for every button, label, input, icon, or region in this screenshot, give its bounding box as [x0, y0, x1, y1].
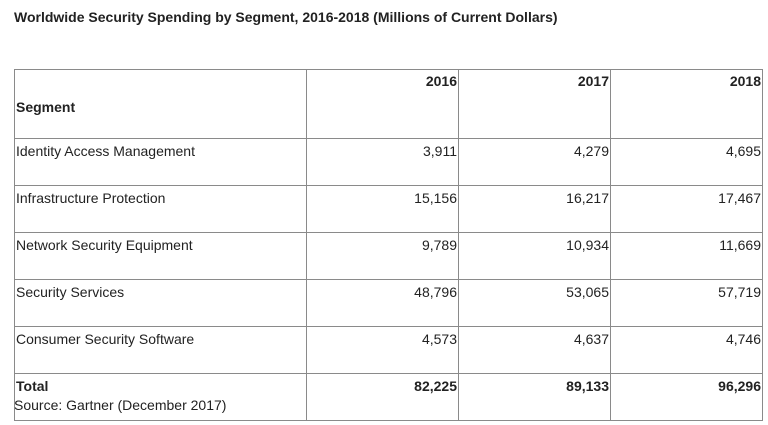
segment-cell: Total [14, 373, 307, 421]
value-cell: 96,296 [610, 373, 763, 421]
header-2016: 2016 [306, 69, 459, 139]
segment-cell: Consumer Security Software [14, 326, 307, 374]
spending-table: Segment 2016 2017 2018 Identity Access M… [14, 69, 763, 421]
table-row: Consumer Security Software 4,573 4,637 4,74… [14, 326, 763, 374]
segment-cell: Infrastructure Protection [14, 185, 307, 233]
value-cell: 4,695 [610, 138, 763, 186]
header-2017: 2017 [458, 69, 611, 139]
header-segment: Segment [14, 69, 307, 139]
value-cell: 57,719 [610, 279, 763, 327]
value-cell: 48,796 [306, 279, 459, 327]
value-cell: 89,133 [458, 373, 611, 421]
value-cell: 17,467 [610, 185, 763, 233]
table-row: Security Services 48,796 53,065 57,719 [14, 279, 763, 327]
segment-cell: Identity Access Management [14, 138, 307, 186]
value-cell: 15,156 [306, 185, 459, 233]
value-cell: 16,217 [458, 185, 611, 233]
source-note: Source: Gartner (December 2017) [14, 397, 227, 413]
value-cell: 11,669 [610, 232, 763, 280]
value-cell: 4,746 [610, 326, 763, 374]
header-row: Segment 2016 2017 2018 [14, 69, 763, 139]
segment-cell: Network Security Equipment [14, 232, 307, 280]
total-row: Total 82,225 89,133 96,296 [14, 373, 763, 421]
value-cell: 3,911 [306, 138, 459, 186]
table-row: Network Security Equipment 9,789 10,934 11,… [14, 232, 763, 280]
value-cell: 4,637 [458, 326, 611, 374]
value-cell: 9,789 [306, 232, 459, 280]
value-cell: 4,573 [306, 326, 459, 374]
value-cell: 53,065 [458, 279, 611, 327]
value-cell: 10,934 [458, 232, 611, 280]
value-cell: 4,279 [458, 138, 611, 186]
page-title: Worldwide Security Spending by Segment, … [14, 9, 558, 25]
table-row: Identity Access Management 3,911 4,279 4,69… [14, 138, 763, 186]
header-2018: 2018 [610, 69, 763, 139]
value-cell: 82,225 [306, 373, 459, 421]
segment-cell: Security Services [14, 279, 307, 327]
table-row: Infrastructure Protection 15,156 16,217 17,… [14, 185, 763, 233]
